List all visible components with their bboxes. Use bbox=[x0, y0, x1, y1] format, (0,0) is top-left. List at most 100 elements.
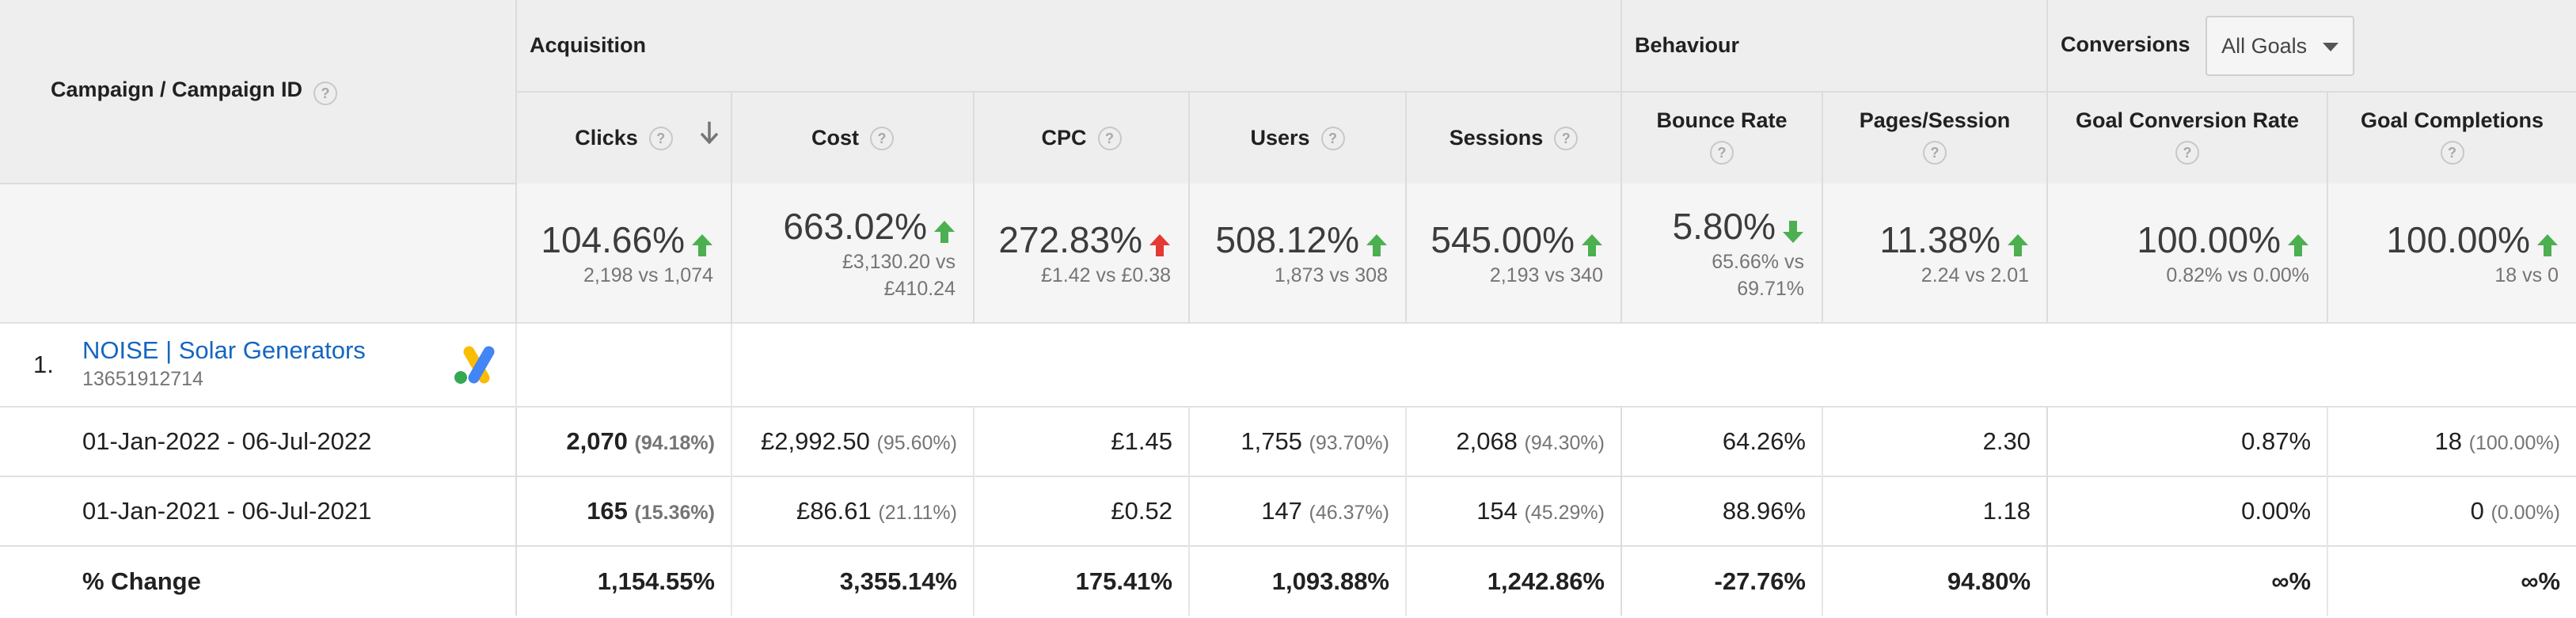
summary-percentage: 104.66% bbox=[541, 218, 685, 260]
column-header-users[interactable]: Users? bbox=[1188, 92, 1406, 184]
metric-value: 1,755 bbox=[1241, 427, 1302, 455]
help-icon[interactable]: ? bbox=[2175, 141, 2200, 165]
summary-percentage: 11.38% bbox=[1879, 218, 2001, 260]
metric-value: 94.80% bbox=[1947, 567, 2031, 595]
metric-value: -27.76% bbox=[1714, 567, 1806, 595]
help-icon[interactable]: ? bbox=[1097, 127, 1122, 151]
metric-value: 1,154.55% bbox=[597, 567, 715, 595]
campaign-id: 13651912714 bbox=[82, 368, 203, 390]
column-label: Bounce Rate bbox=[1656, 108, 1788, 132]
summary-cell: 100.00% 18 vs 0 bbox=[2327, 184, 2576, 324]
metric-value: 0.87% bbox=[2241, 427, 2312, 455]
summary-comparison: £410.24 bbox=[883, 277, 956, 300]
campaign-row[interactable]: 1. NOISE | Solar Generators 13651912714 bbox=[0, 322, 2576, 407]
column-header-cpc[interactable]: CPC? bbox=[973, 92, 1189, 184]
metric-cell: 165 (15.36%) bbox=[515, 476, 731, 546]
metric-value: 1.18 bbox=[1982, 497, 2031, 525]
metric-value: £1.45 bbox=[1111, 427, 1172, 455]
row-index: 1. bbox=[33, 351, 54, 378]
help-icon[interactable]: ? bbox=[648, 127, 673, 151]
behaviour-group-header: Behaviour bbox=[1620, 0, 2048, 93]
summary-cell: 508.12% 1,873 vs 308 bbox=[1188, 184, 1406, 324]
metric-cell: ∞% bbox=[2046, 545, 2328, 616]
summary-cell: 272.83% £1.42 vs £0.38 bbox=[973, 184, 1189, 324]
metric-cell: 1,755 (93.70%) bbox=[1188, 406, 1406, 476]
goal-select-dropdown[interactable]: All Goals bbox=[2206, 15, 2355, 76]
summary-percentage-line: 100.00% bbox=[2328, 218, 2559, 261]
column-header-clicks[interactable]: Clicks? bbox=[515, 92, 731, 184]
help-icon[interactable]: ? bbox=[1320, 127, 1345, 151]
help-icon[interactable]: ? bbox=[313, 81, 338, 105]
summary-comparison: 2,193 vs 340 bbox=[1489, 264, 1603, 286]
column-label: Users bbox=[1250, 125, 1310, 150]
summary-comparison: 65.66% vs bbox=[1712, 250, 1804, 273]
metric-cell: 147 (46.37%) bbox=[1188, 476, 1406, 546]
summary-percentage-line: 5.80% bbox=[1622, 205, 1804, 248]
metric-cell: 0.00% bbox=[2046, 476, 2328, 546]
summary-comparison: 18 vs 0 bbox=[2494, 264, 2559, 286]
metric-value: 0.00% bbox=[2241, 497, 2312, 525]
help-icon[interactable]: ? bbox=[2440, 141, 2464, 165]
summary-percentage: 100.00% bbox=[2137, 218, 2282, 260]
metric-cell: 88.96% bbox=[1620, 476, 1822, 546]
summary-row: 104.66% 2,198 vs 1,074 663.02% £3,130.20 vs… bbox=[0, 184, 2576, 324]
metric-cell: 175.41% bbox=[973, 545, 1189, 616]
chevron-down-icon bbox=[2323, 42, 2339, 51]
summary-comparison: 69.71% bbox=[1737, 277, 1804, 300]
summary-percentage: 5.80% bbox=[1672, 205, 1776, 247]
column-header-goal-conversion-rate[interactable]: Goal Conversion Rate? bbox=[2046, 92, 2328, 184]
metric-cell: 0 (0.00%) bbox=[2327, 476, 2576, 546]
column-header-pages-session[interactable]: Pages/Session? bbox=[1821, 92, 2048, 184]
help-icon[interactable]: ? bbox=[1923, 141, 1947, 165]
metric-cell: £0.52 bbox=[973, 476, 1189, 546]
metric-value: 3,355.14% bbox=[839, 567, 957, 595]
metric-share: (46.37%) bbox=[1309, 502, 1389, 524]
campaign-column-header[interactable]: Campaign / Campaign ID? bbox=[0, 0, 516, 184]
summary-percentage: 100.00% bbox=[2386, 218, 2531, 260]
summary-percentage-line: 663.02% bbox=[732, 205, 956, 248]
column-header-goal-completions[interactable]: Goal Completions? bbox=[2327, 92, 2576, 184]
column-label: Pages/Session bbox=[1859, 108, 2011, 132]
table-row: 01-Jan-2021 - 06-Jul-2021 165 (15.36%) £86… bbox=[0, 476, 2576, 546]
column-label: Cost bbox=[811, 125, 859, 150]
table-row: % Change 1,154.55% 3,355.14% 175.41% 1,093.8… bbox=[0, 545, 2576, 616]
conversions-group-header: Conversions All Goals bbox=[2046, 0, 2576, 93]
summary-percentage-line: 11.38% bbox=[1823, 218, 2029, 261]
metric-cell: 0.87% bbox=[2046, 406, 2328, 476]
summary-comparison: 1,873 vs 308 bbox=[1274, 264, 1388, 286]
metric-value: 2,068 bbox=[1456, 427, 1518, 455]
data-rows: 01-Jan-2022 - 06-Jul-2022 2,070 (94.18%) £… bbox=[0, 406, 2576, 616]
summary-comparison: £1.42 vs £0.38 bbox=[1040, 264, 1171, 286]
metric-value: £0.52 bbox=[1111, 497, 1172, 525]
summary-percentage-line: 272.83% bbox=[975, 218, 1171, 261]
arrow-up-icon bbox=[1582, 234, 1602, 257]
metric-value: 1,242.86% bbox=[1487, 567, 1605, 595]
help-icon[interactable]: ? bbox=[870, 127, 894, 151]
column-header-bounce-rate[interactable]: Bounce Rate? bbox=[1620, 92, 1822, 184]
date-range-label: 01-Jan-2021 - 06-Jul-2021 bbox=[0, 476, 516, 546]
campaign-cell[interactable]: 1. NOISE | Solar Generators 13651912714 bbox=[0, 322, 517, 407]
conversions-group-label: Conversions bbox=[2061, 32, 2190, 56]
summary-cell: 100.00% 0.82% vs 0.00% bbox=[2046, 184, 2328, 324]
metric-share: (15.36%) bbox=[634, 502, 715, 524]
arrow-up-icon bbox=[1366, 234, 1387, 257]
column-label: Clicks bbox=[575, 125, 638, 150]
metric-value: 154 bbox=[1476, 497, 1518, 525]
metric-cell: £2,992.50 (95.60%) bbox=[731, 406, 974, 476]
help-icon[interactable]: ? bbox=[1554, 127, 1579, 151]
summary-cell: 104.66% 2,198 vs 1,074 bbox=[515, 184, 731, 324]
column-header-cost[interactable]: Cost? bbox=[731, 92, 974, 184]
summary-comparison: £3,130.20 vs bbox=[842, 250, 956, 273]
summary-percentage-line: 100.00% bbox=[2048, 218, 2309, 261]
metric-share: (94.18%) bbox=[634, 432, 715, 454]
metric-share: (45.29%) bbox=[1524, 502, 1605, 524]
summary-spacer bbox=[0, 184, 516, 324]
campaign-name-link[interactable]: NOISE | Solar Generators bbox=[82, 336, 366, 364]
metric-value: 2,070 bbox=[566, 427, 628, 455]
table-row: 01-Jan-2022 - 06-Jul-2022 2,070 (94.18%) £… bbox=[0, 406, 2576, 476]
summary-cell: 663.02% £3,130.20 vs £410.24 bbox=[731, 184, 974, 324]
help-icon[interactable]: ? bbox=[1710, 141, 1734, 165]
column-header-sessions[interactable]: Sessions? bbox=[1405, 92, 1621, 184]
sort-descending-icon[interactable] bbox=[697, 118, 721, 146]
metric-cell: 1,154.55% bbox=[515, 545, 731, 616]
